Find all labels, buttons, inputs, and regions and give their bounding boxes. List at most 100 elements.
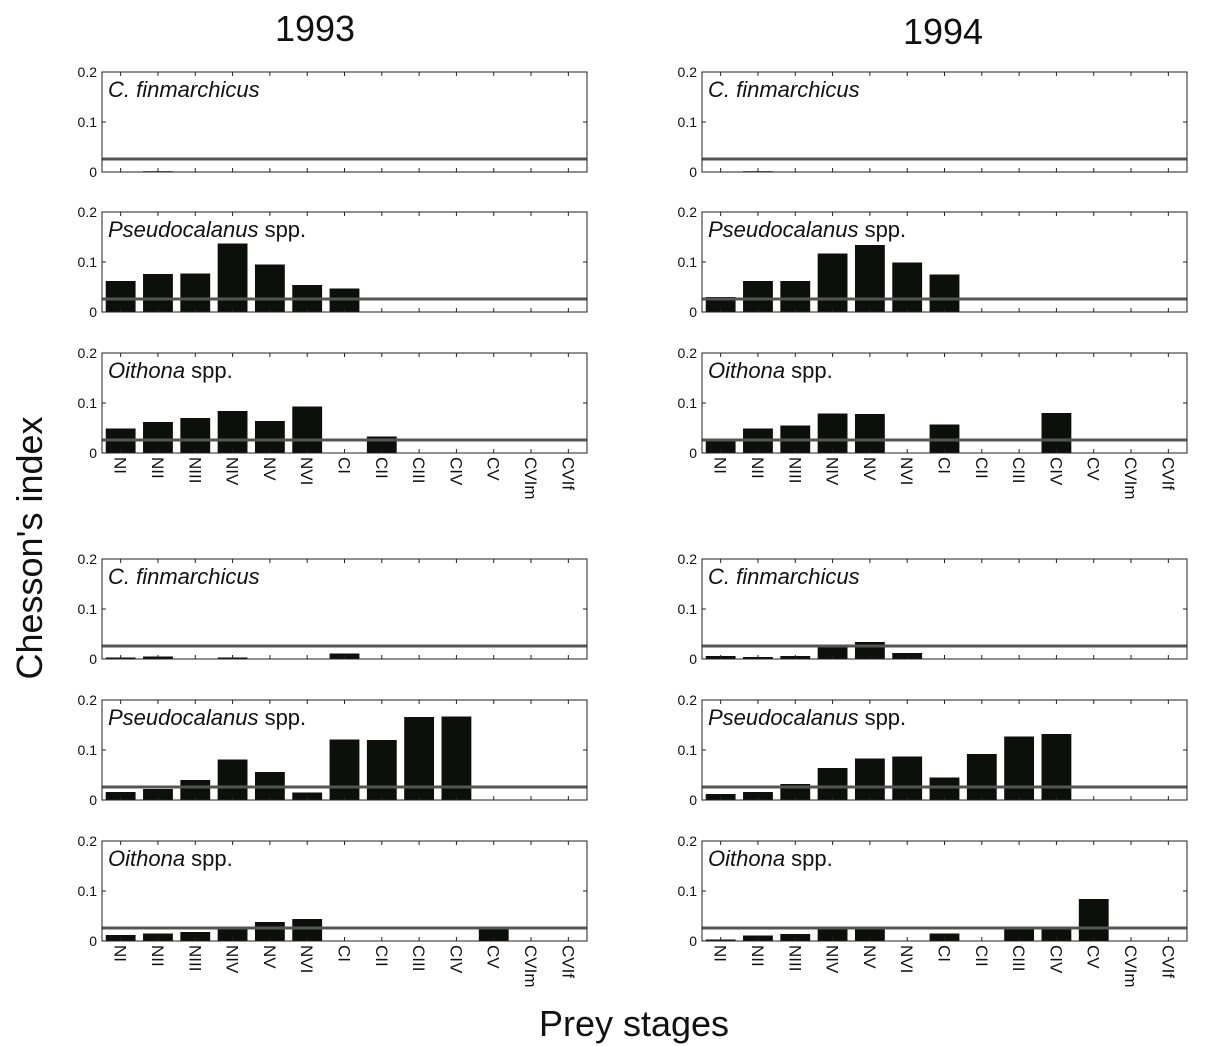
species-label: Oithona spp. [708, 846, 833, 871]
y-tick-label: 0 [689, 164, 697, 180]
panel-bottom-1994-c-finmarchicus: 0 0.1 0.2 C. finmarchicus [678, 551, 1188, 667]
x-tick-label-NI: NI [711, 457, 730, 474]
panel-bottom-1993-pseudocalanus-spp: 0 0.1 0.2 Pseudocalanus spp. [78, 692, 588, 808]
x-tick-label-NI: NI [111, 945, 130, 962]
bar-CV [478, 928, 509, 941]
panel-top-1994-pseudocalanus-spp: 0 0.1 0.2 Pseudocalanus spp. [678, 204, 1188, 320]
species-label: C. finmarchicus [108, 564, 260, 589]
species-suffix: spp. [785, 358, 833, 383]
x-tick-label-CV: CV [484, 457, 503, 481]
species-genus: Pseudocalanus [108, 705, 258, 730]
x-tick-label-NV: NV [260, 945, 279, 969]
y-tick-label: 0.2 [678, 204, 698, 220]
x-tick-label-CI: CI [935, 457, 954, 474]
bar-NV [854, 414, 885, 453]
x-tick-label-NII: NII [148, 945, 167, 967]
y-tick-label: 0 [689, 445, 697, 461]
bar-CI [329, 739, 360, 800]
x-tick-label-NIII: NIII [185, 457, 204, 483]
x-tick-label-NIV: NIV [223, 945, 242, 974]
y-axis-label: Chesson's index [9, 416, 50, 679]
bar-NV [254, 264, 285, 312]
y-tick-label: 0.1 [678, 601, 698, 617]
x-tick-label-NI: NI [111, 457, 130, 474]
bar-NVI [292, 919, 323, 941]
y-tick-label: 0 [89, 792, 97, 808]
x-tick-label-NIII: NIII [785, 945, 804, 971]
panel-bottom-1993-oithona-spp: 0 0.1 0.2 Oithona spp. NI NII NIII NIV NV NVI CI CI… [78, 833, 588, 988]
x-tick-label-CIV: CIV [446, 945, 465, 974]
panel-top-1994-oithona-spp: 0 0.1 0.2 Oithona spp. NI NII NIII NIV NV NVI CI CI… [678, 345, 1188, 500]
x-tick-label-CV: CV [1084, 457, 1103, 481]
panel-top-1993-pseudocalanus-spp: 0 0.1 0.2 Pseudocalanus spp. [78, 204, 588, 320]
x-tick-label-CVIf: CVIf [1158, 457, 1177, 490]
bar-NV [854, 758, 885, 800]
species-label: Pseudocalanus spp. [708, 705, 906, 730]
x-tick-label-CIV: CIV [446, 457, 465, 486]
bar-NII [143, 422, 173, 453]
column-title-1993: 1993 [275, 8, 355, 49]
x-tick-label-NIII: NIII [785, 457, 804, 483]
y-tick-label: 0.1 [78, 395, 98, 411]
species-label: Pseudocalanus spp. [108, 705, 306, 730]
x-tick-label-CIII: CIII [409, 945, 428, 971]
x-tick-label-CV: CV [1084, 945, 1103, 969]
y-tick-label: 0.2 [678, 64, 698, 80]
panel-top-1994-c-finmarchicus: 0 0.1 0.2 C. finmarchicus [678, 64, 1188, 180]
x-tick-label-CI: CI [335, 945, 354, 962]
species-genus: C. finmarchicus [708, 77, 860, 102]
bar-NII [143, 274, 173, 312]
species-genus: Oithona [708, 846, 785, 871]
x-tick-label-CVIm: CVIm [1121, 945, 1140, 988]
y-tick-label: 0.2 [678, 833, 698, 849]
species-genus: Pseudocalanus [708, 217, 858, 242]
species-suffix: spp. [785, 846, 833, 871]
bar-CII [966, 754, 997, 800]
species-label: C. finmarchicus [708, 564, 860, 589]
y-tick-label: 0 [689, 651, 697, 667]
species-label: Oithona spp. [708, 358, 833, 383]
x-tick-label-NVI: NVI [897, 457, 916, 485]
x-tick-label-CIV: CIV [1046, 945, 1065, 974]
bar-NV [854, 245, 885, 312]
y-tick-label: 0 [89, 445, 97, 461]
y-tick-label: 0 [89, 651, 97, 667]
x-tick-label-NII: NII [148, 457, 167, 479]
y-tick-label: 0 [689, 933, 697, 949]
y-tick-label: 0.1 [78, 601, 98, 617]
bar-NIV [217, 243, 248, 312]
species-genus: Pseudocalanus [708, 705, 858, 730]
x-tick-label-CVIm: CVIm [521, 945, 540, 988]
x-tick-label-CIII: CIII [409, 457, 428, 483]
bar-NVI [892, 756, 923, 800]
x-tick-label-CII: CII [372, 945, 391, 967]
x-tick-label-CVIf: CVIf [558, 457, 577, 490]
species-genus: Oithona [108, 846, 185, 871]
x-tick-label-CVIf: CVIf [1158, 945, 1177, 978]
x-tick-label-NIII: NIII [185, 945, 204, 971]
y-tick-label: 0.2 [678, 551, 698, 567]
bar-NII [743, 281, 773, 312]
column-title-1994: 1994 [903, 11, 983, 52]
panel-top-1993-oithona-spp: 0 0.1 0.2 Oithona spp. NI NII NIII NIV NV NVI CI CI… [78, 345, 588, 500]
bar-NV [854, 926, 885, 941]
species-genus: Oithona [108, 358, 185, 383]
bar-NIV [217, 759, 248, 800]
bar-CV [1078, 899, 1109, 941]
y-tick-label: 0 [89, 304, 97, 320]
species-suffix: spp. [258, 705, 306, 730]
bar-NIII [180, 780, 211, 800]
bar-NIV [217, 927, 248, 941]
species-suffix: spp. [858, 705, 906, 730]
x-tick-label-NII: NII [748, 457, 767, 479]
y-tick-label: 0.1 [78, 114, 98, 130]
x-tick-label-NIV: NIV [223, 457, 242, 486]
bar-CI [929, 274, 960, 312]
bar-NV [254, 421, 285, 453]
bar-NIV [217, 411, 248, 453]
bar-NI [105, 281, 136, 312]
bar-NIII [180, 932, 211, 941]
y-tick-label: 0.2 [78, 345, 98, 361]
bar-NVI [892, 262, 923, 312]
